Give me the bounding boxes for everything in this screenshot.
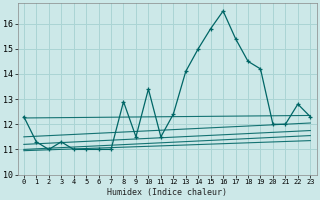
X-axis label: Humidex (Indice chaleur): Humidex (Indice chaleur) (107, 188, 227, 197)
